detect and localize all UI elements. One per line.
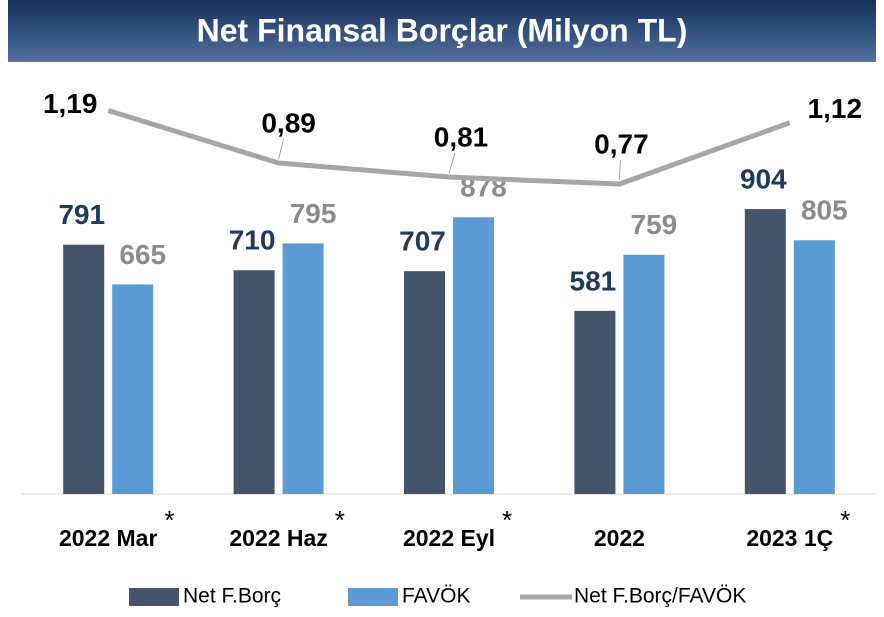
x-tick-label: 2022 bbox=[594, 525, 645, 551]
footnote-mark: * bbox=[164, 505, 174, 535]
line-label: 0,81 bbox=[434, 121, 489, 152]
legend-swatch bbox=[129, 588, 179, 606]
leader-line bbox=[278, 138, 285, 160]
legend-swatch bbox=[348, 588, 398, 606]
title-banner bbox=[8, 0, 876, 62]
bar bbox=[744, 209, 786, 494]
bar bbox=[793, 240, 835, 494]
chart-title: Net Finansal Borçlar (Milyon TL) bbox=[197, 12, 688, 48]
legend-label: FAVÖK bbox=[402, 585, 470, 608]
bar bbox=[623, 254, 665, 494]
bar bbox=[574, 310, 616, 494]
data-label: 791 bbox=[58, 199, 105, 230]
leader-line bbox=[618, 160, 621, 181]
line-label: 0,89 bbox=[261, 107, 316, 138]
line bbox=[107, 108, 791, 187]
data-label: 759 bbox=[631, 209, 678, 240]
leader-line bbox=[448, 152, 456, 174]
data-label: 707 bbox=[399, 226, 446, 257]
x-tick-label: 2023 1Ç bbox=[746, 525, 833, 551]
bar bbox=[404, 271, 445, 494]
data-label: 795 bbox=[290, 198, 337, 229]
x-tick-label: 2022 Eyl bbox=[403, 525, 495, 551]
data-label: 805 bbox=[801, 195, 848, 226]
footnote-mark: * bbox=[502, 505, 512, 535]
legend-label: Net F.Borç bbox=[183, 585, 281, 608]
line-label: 1,12 bbox=[808, 93, 863, 124]
footnote-mark: * bbox=[840, 505, 850, 535]
bar bbox=[453, 217, 494, 494]
data-label: 665 bbox=[119, 239, 166, 270]
footnote-mark: * bbox=[335, 505, 345, 535]
line-label: 0,77 bbox=[594, 128, 649, 159]
legend-label: Net F.Borç/FAVÖK bbox=[574, 585, 746, 608]
bar bbox=[63, 244, 105, 494]
bar bbox=[233, 270, 275, 494]
data-label: 710 bbox=[229, 225, 276, 256]
data-label: 904 bbox=[740, 163, 787, 194]
data-label: 581 bbox=[570, 265, 617, 296]
bar bbox=[282, 243, 324, 494]
line-label: 1,19 bbox=[43, 88, 98, 119]
x-tick-label: 2022 Mar bbox=[59, 525, 158, 551]
x-tick-label: 2022 Haz bbox=[229, 525, 327, 551]
bar bbox=[112, 284, 154, 494]
